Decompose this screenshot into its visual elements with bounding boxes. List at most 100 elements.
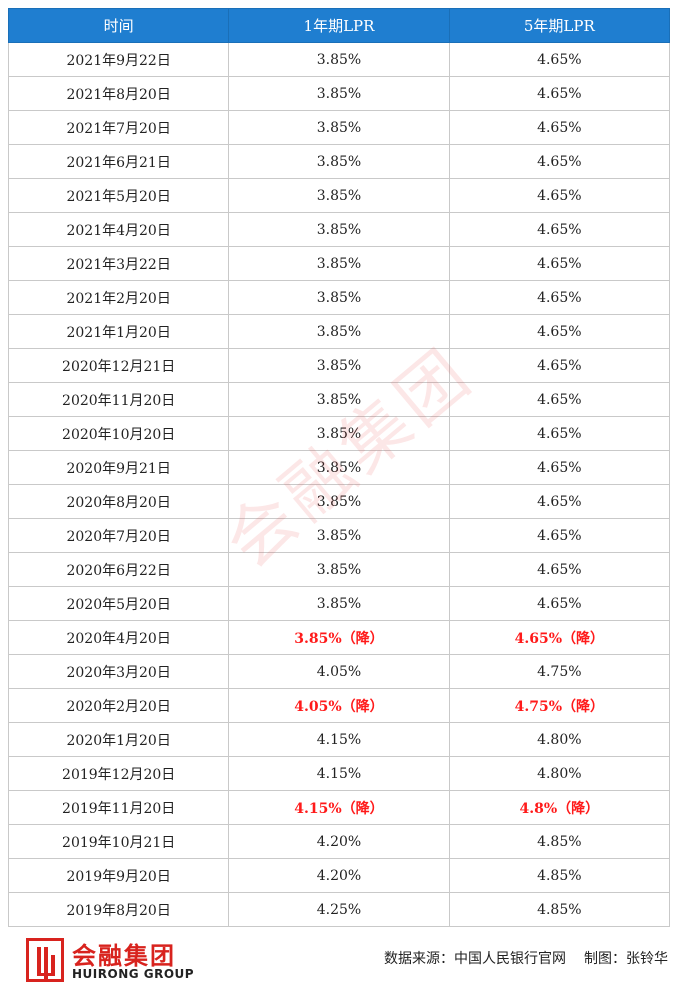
cell-five-year-lpr: 4.65%（降）: [448, 620, 671, 655]
cell-one-year-lpr: 3.85%: [228, 178, 450, 213]
cell-one-year-lpr: 3.85%: [228, 144, 450, 179]
cell-five-year-lpr: 4.65%: [448, 280, 671, 315]
cell-five-year-lpr: 4.85%: [448, 824, 671, 859]
cell-one-year-lpr: 3.85%: [228, 552, 450, 587]
table-row: 2020年4月20日 3.85%（降） 4.65%（降）: [7, 620, 671, 655]
logo-english-name: HUIRONG GROUP: [72, 967, 195, 981]
cell-five-year-lpr: 4.65%: [448, 586, 671, 621]
table-row: 2019年8月20日 4.25% 4.85%: [7, 892, 671, 927]
table-row: 2019年12月20日 4.15% 4.80%: [7, 756, 671, 791]
cell-one-year-lpr: 3.85%: [228, 314, 450, 349]
table-row: 2021年5月20日 3.85% 4.65%: [7, 178, 671, 213]
table-row: 2020年10月20日 3.85% 4.65%: [7, 416, 671, 451]
cell-date: 2020年1月20日: [7, 722, 230, 757]
cell-date: 2020年8月20日: [7, 484, 230, 519]
cell-five-year-lpr: 4.65%: [448, 348, 671, 383]
table-row: 2020年2月20日 4.05%（降） 4.75%（降）: [7, 688, 671, 723]
cell-five-year-lpr: 4.65%: [448, 416, 671, 451]
header-five-year-lpr: 5年期LPR: [448, 8, 671, 43]
cell-date: 2019年9月20日: [7, 858, 230, 893]
cell-date: 2020年12月21日: [7, 348, 230, 383]
cell-date: 2021年3月22日: [7, 246, 230, 281]
cell-five-year-lpr: 4.85%: [448, 892, 671, 927]
cell-date: 2021年8月20日: [7, 76, 230, 111]
cell-date: 2020年9月21日: [7, 450, 230, 485]
cell-one-year-lpr: 3.85%: [228, 42, 450, 77]
cell-five-year-lpr: 4.8%（降）: [448, 790, 671, 825]
cell-date: 2019年10月21日: [7, 824, 230, 859]
cell-one-year-lpr: 3.85%: [228, 76, 450, 111]
table-row: 2019年10月21日 4.20% 4.85%: [7, 824, 671, 859]
cell-one-year-lpr: 4.15%: [228, 756, 450, 791]
lpr-table: 时间 1年期LPR 5年期LPR 2021年9月22日 3.85% 4.65% 202…: [7, 8, 671, 927]
cell-date: 2021年1月20日: [7, 314, 230, 349]
cell-five-year-lpr: 4.65%: [448, 178, 671, 213]
table-row: 2021年4月20日 3.85% 4.65%: [7, 212, 671, 247]
cell-five-year-lpr: 4.80%: [448, 722, 671, 757]
table-row: 2020年12月21日 3.85% 4.65%: [7, 348, 671, 383]
cell-one-year-lpr: 4.20%: [228, 824, 450, 859]
table-row: 2021年6月21日 3.85% 4.65%: [7, 144, 671, 179]
table-row: 2021年9月22日 3.85% 4.65%: [7, 42, 671, 77]
table-row: 2020年8月20日 3.85% 4.65%: [7, 484, 671, 519]
credit-line: 数据来源：中国人民银行官网 制图：张铃华: [384, 948, 668, 968]
table-row: 2020年7月20日 3.85% 4.65%: [7, 518, 671, 553]
cell-one-year-lpr: 4.25%: [228, 892, 450, 927]
table-row: 2021年3月22日 3.85% 4.65%: [7, 246, 671, 281]
chart-author: 制图：张铃华: [584, 951, 668, 967]
cell-one-year-lpr: 4.15%: [228, 722, 450, 757]
cell-date: 2021年7月20日: [7, 110, 230, 145]
cell-date: 2021年9月22日: [7, 42, 230, 77]
cell-date: 2021年5月20日: [7, 178, 230, 213]
cell-five-year-lpr: 4.85%: [448, 858, 671, 893]
cell-five-year-lpr: 4.65%: [448, 382, 671, 417]
logo-mark-icon: [26, 938, 64, 982]
company-logo: 会融集团 HUIRONG GROUP: [26, 936, 206, 986]
table-row: 2021年1月20日 3.85% 4.65%: [7, 314, 671, 349]
cell-one-year-lpr: 4.05%: [228, 654, 450, 689]
cell-one-year-lpr: 3.85%: [228, 450, 450, 485]
table-row: 2020年6月22日 3.85% 4.65%: [7, 552, 671, 587]
table-row: 2021年2月20日 3.85% 4.65%: [7, 280, 671, 315]
table-row: 2019年11月20日 4.15%（降） 4.8%（降）: [7, 790, 671, 825]
cell-one-year-lpr: 3.85%（降）: [228, 620, 450, 655]
cell-five-year-lpr: 4.75%（降）: [448, 688, 671, 723]
cell-five-year-lpr: 4.80%: [448, 756, 671, 791]
cell-one-year-lpr: 3.85%: [228, 382, 450, 417]
cell-date: 2020年2月20日: [7, 688, 230, 723]
cell-one-year-lpr: 3.85%: [228, 586, 450, 621]
cell-one-year-lpr: 4.20%: [228, 858, 450, 893]
cell-date: 2020年11月20日: [7, 382, 230, 417]
cell-date: 2021年6月21日: [7, 144, 230, 179]
table-header-row: 时间 1年期LPR 5年期LPR: [7, 8, 671, 43]
cell-five-year-lpr: 4.65%: [448, 450, 671, 485]
cell-date: 2020年5月20日: [7, 586, 230, 621]
cell-date: 2021年4月20日: [7, 212, 230, 247]
table-row: 2020年5月20日 3.85% 4.65%: [7, 586, 671, 621]
cell-date: 2019年11月20日: [7, 790, 230, 825]
data-source: 数据来源：中国人民银行官网: [384, 951, 566, 967]
cell-one-year-lpr: 4.05%（降）: [228, 688, 450, 723]
cell-date: 2020年10月20日: [7, 416, 230, 451]
table-row: 2020年3月20日 4.05% 4.75%: [7, 654, 671, 689]
cell-one-year-lpr: 3.85%: [228, 348, 450, 383]
cell-one-year-lpr: 3.85%: [228, 110, 450, 145]
table-row: 2020年9月21日 3.85% 4.65%: [7, 450, 671, 485]
table-row: 2020年11月20日 3.85% 4.65%: [7, 382, 671, 417]
cell-five-year-lpr: 4.65%: [448, 76, 671, 111]
table-row: 2021年8月20日 3.85% 4.65%: [7, 76, 671, 111]
logo-chinese-name: 会融集团: [72, 942, 176, 970]
header-date: 时间: [7, 8, 230, 43]
cell-date: 2021年2月20日: [7, 280, 230, 315]
cell-five-year-lpr: 4.65%: [448, 484, 671, 519]
cell-five-year-lpr: 4.75%: [448, 654, 671, 689]
cell-one-year-lpr: 3.85%: [228, 416, 450, 451]
cell-date: 2020年7月20日: [7, 518, 230, 553]
cell-five-year-lpr: 4.65%: [448, 314, 671, 349]
table-row: 2021年7月20日 3.85% 4.65%: [7, 110, 671, 145]
table-body: 2021年9月22日 3.85% 4.65% 2021年8月20日 3.85% 4.65%…: [7, 42, 671, 927]
cell-five-year-lpr: 4.65%: [448, 212, 671, 247]
cell-date: 2019年12月20日: [7, 756, 230, 791]
cell-date: 2020年6月22日: [7, 552, 230, 587]
cell-one-year-lpr: 3.85%: [228, 518, 450, 553]
